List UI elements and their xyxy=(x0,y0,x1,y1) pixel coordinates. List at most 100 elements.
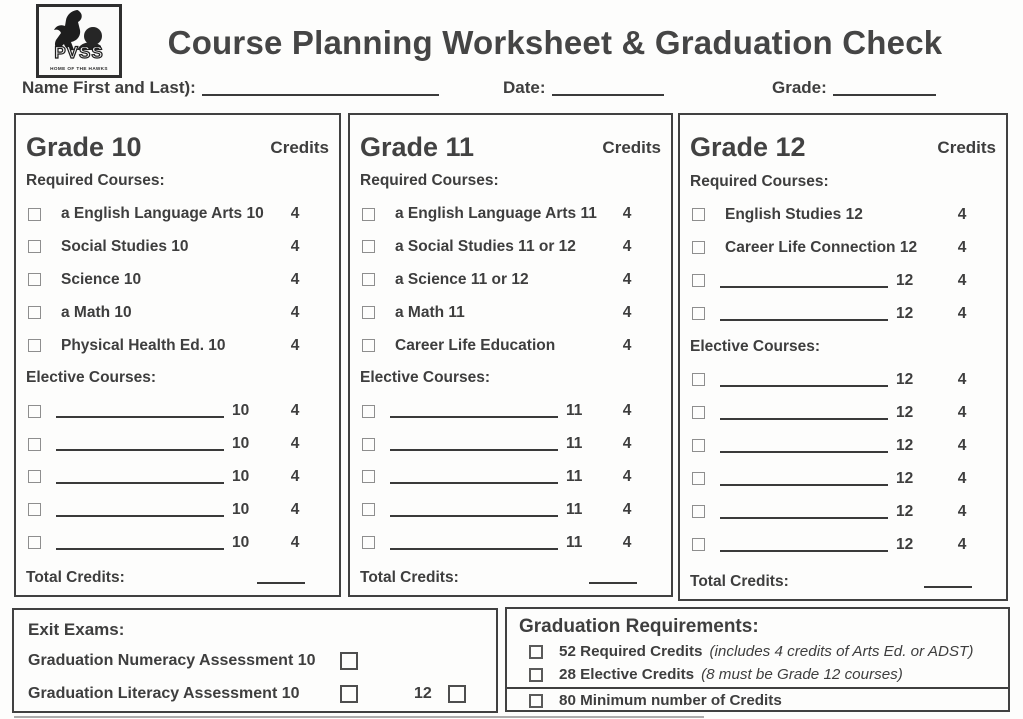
exam-checkbox[interactable] xyxy=(447,684,466,703)
course-checkbox[interactable] xyxy=(28,306,41,320)
course-checkbox[interactable] xyxy=(692,505,705,518)
credits-header: Credits xyxy=(602,137,661,157)
grade-suffix: 11 xyxy=(566,467,583,485)
course-checkbox[interactable] xyxy=(362,536,375,550)
course-name-blank-line[interactable] xyxy=(720,483,888,486)
course-checkbox[interactable] xyxy=(692,406,705,419)
name-input-line[interactable] xyxy=(201,92,439,96)
course-label: English Studies 12 xyxy=(725,205,863,223)
course-checkbox[interactable] xyxy=(28,470,41,484)
grade-suffix: 11 xyxy=(566,500,583,518)
course-checkbox[interactable] xyxy=(28,404,41,418)
grade-suffix: 12 xyxy=(896,535,914,553)
requirement-checkbox[interactable] xyxy=(529,644,543,659)
exam-checkbox[interactable] xyxy=(340,684,358,703)
course-name-blank-line[interactable] xyxy=(390,449,558,452)
total-credits-line[interactable] xyxy=(257,582,305,584)
course-name-blank-line[interactable] xyxy=(720,450,888,453)
course-row: Social Studies 10 4 xyxy=(26,231,329,264)
logo-motto: HOME OF THE HAWKS xyxy=(50,66,108,72)
course-name-blank-line[interactable] xyxy=(390,547,558,550)
requirement-checkbox[interactable] xyxy=(529,667,543,682)
course-checkbox[interactable] xyxy=(362,306,375,320)
course-checkbox[interactable] xyxy=(28,503,41,517)
total-credits-line[interactable] xyxy=(589,582,637,584)
course-name-blank-line[interactable] xyxy=(720,549,888,552)
elective-row: 11 4 xyxy=(360,395,661,428)
grade-columns: Grade 10 Credits Required Courses: a Eng… xyxy=(14,113,1008,601)
course-checkbox[interactable] xyxy=(28,273,41,287)
course-name-blank-line[interactable] xyxy=(720,318,888,321)
course-credits: 4 xyxy=(957,304,967,322)
panel-title: Grade 10 xyxy=(26,131,142,162)
course-row: a English Language Arts 11 4 xyxy=(360,198,661,231)
course-name-blank-line[interactable] xyxy=(390,416,558,419)
exam-row: Graduation Literacy Assessment 10 12 xyxy=(28,677,482,710)
course-label: Science 10 xyxy=(61,270,142,288)
date-input-line[interactable] xyxy=(551,92,664,96)
exit-exams-panel: Exit Exams: Graduation Numeracy Assessme… xyxy=(12,608,498,713)
course-checkbox[interactable] xyxy=(362,273,375,287)
course-checkbox[interactable] xyxy=(28,207,41,221)
course-name-blank-line[interactable] xyxy=(720,285,888,288)
grade-label: Grade: xyxy=(772,78,827,97)
grade-11-panel: Grade 11 Credits Required Courses: a Eng… xyxy=(348,113,673,597)
grade-12-label: 12 xyxy=(414,684,432,702)
course-row: Science 10 4 xyxy=(26,263,329,296)
course-checkbox[interactable] xyxy=(692,373,705,386)
requirement-text: 80 Minimum number of Credits xyxy=(559,692,782,709)
course-name-blank-line[interactable] xyxy=(56,416,224,419)
total-credits-line[interactable] xyxy=(924,586,972,588)
elective-row: 12 4 xyxy=(690,396,996,429)
course-checkbox[interactable] xyxy=(362,470,375,484)
course-name-blank-line[interactable] xyxy=(390,514,558,517)
course-name-blank-line[interactable] xyxy=(720,516,888,519)
course-checkbox[interactable] xyxy=(692,472,705,485)
course-checkbox[interactable] xyxy=(362,339,375,353)
course-name-blank-line[interactable] xyxy=(56,481,224,484)
exam-checkbox[interactable] xyxy=(340,651,358,670)
course-checkbox[interactable] xyxy=(28,437,41,451)
school-logo: PVSS HOME OF THE HAWKS xyxy=(36,4,122,78)
course-checkbox[interactable] xyxy=(692,307,705,320)
course-checkbox[interactable] xyxy=(28,240,41,254)
course-name-blank-line[interactable] xyxy=(56,514,224,517)
course-checkbox[interactable] xyxy=(362,207,375,221)
course-checkbox[interactable] xyxy=(362,240,375,254)
course-credits: 4 xyxy=(622,205,632,223)
course-checkbox[interactable] xyxy=(362,503,375,517)
course-label: a Math 11 xyxy=(395,303,465,321)
total-credits-label: Total Credits: xyxy=(26,569,125,586)
elective-row: 12 4 xyxy=(690,495,996,528)
course-checkbox[interactable] xyxy=(28,339,41,353)
page-title: Course Planning Worksheet & Graduation C… xyxy=(167,24,943,61)
requirement-checkbox[interactable] xyxy=(529,693,543,708)
course-checkbox[interactable] xyxy=(692,439,705,452)
grade-input-line[interactable] xyxy=(832,92,936,96)
course-label: a Science 11 or 12 xyxy=(395,270,529,288)
requirement-row: 52 Required Credits (includes 4 credits … xyxy=(507,640,1008,663)
course-checkbox[interactable] xyxy=(692,274,705,287)
date-label: Date: xyxy=(503,78,546,97)
course-label: a English Language Arts 11 xyxy=(395,205,597,223)
total-credits-row: Total Credits: xyxy=(690,563,996,593)
course-credits: 4 xyxy=(622,303,632,321)
credits-header: Credits xyxy=(937,138,996,157)
course-checkbox[interactable] xyxy=(362,437,375,451)
course-credits: 4 xyxy=(957,469,967,487)
requirement-note: (includes 4 credits of Arts Ed. or ADST) xyxy=(709,643,974,660)
course-label: a Math 10 xyxy=(61,303,132,321)
total-credits-label: Total Credits: xyxy=(690,573,789,590)
course-checkbox[interactable] xyxy=(692,241,705,254)
course-name-blank-line[interactable] xyxy=(390,481,558,484)
required-courses-label: Required Courses: xyxy=(360,172,499,190)
course-checkbox[interactable] xyxy=(362,404,375,418)
course-name-blank-line[interactable] xyxy=(56,547,224,550)
course-name-blank-line[interactable] xyxy=(56,449,224,452)
course-credits: 4 xyxy=(957,502,967,520)
course-checkbox[interactable] xyxy=(28,536,41,550)
course-checkbox[interactable] xyxy=(692,208,705,221)
course-checkbox[interactable] xyxy=(692,538,705,551)
course-name-blank-line[interactable] xyxy=(720,384,888,387)
course-name-blank-line[interactable] xyxy=(720,417,888,420)
